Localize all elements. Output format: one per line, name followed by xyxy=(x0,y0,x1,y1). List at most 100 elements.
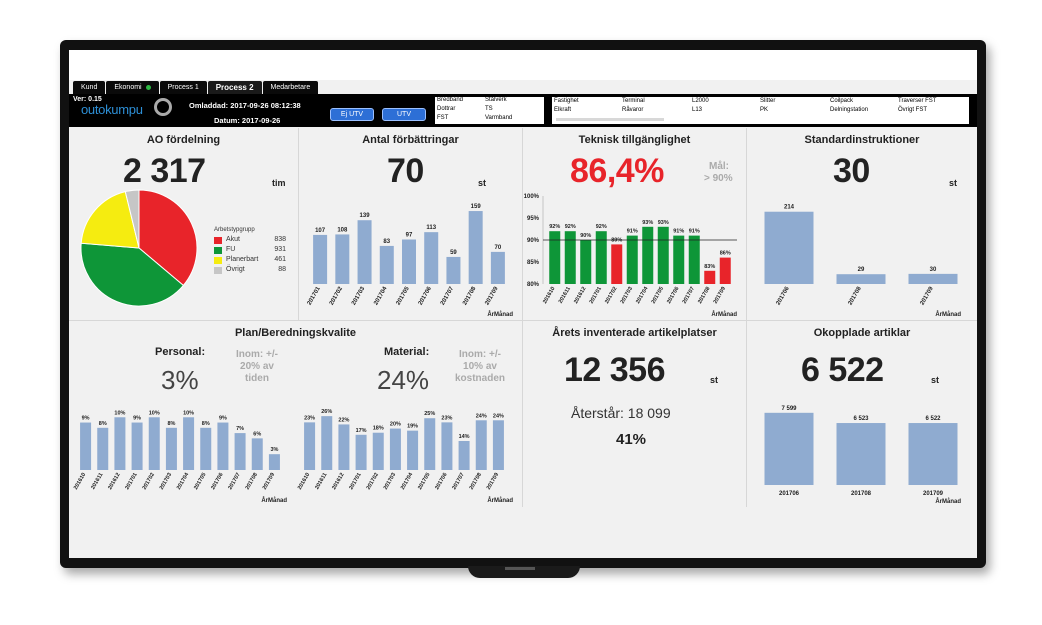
legend-value: 88 xyxy=(278,266,286,273)
tick-label: 201705 xyxy=(396,285,412,306)
filter-item[interactable]: Dottrar xyxy=(437,106,456,112)
bar-label: 83% xyxy=(704,264,715,270)
tick-label: 201703 xyxy=(351,285,367,306)
filter-item[interactable]: Råvaror xyxy=(622,107,644,113)
header-bar: Ver: 0.15 outokumpu Omladdad: 2017-09-26… xyxy=(69,94,977,127)
bar-label: 93% xyxy=(658,220,669,226)
inv-value: 12 356 xyxy=(564,351,666,389)
panel-title: AO fördelning xyxy=(146,134,221,146)
bar xyxy=(402,239,416,284)
goal-label: Mål: xyxy=(709,161,729,172)
legend-swatch xyxy=(214,257,222,264)
personal-goal: Inom: +/- 20% av tiden xyxy=(227,349,287,385)
bar-label: 90% xyxy=(580,233,591,239)
filter-item[interactable]: TS xyxy=(485,106,493,112)
panel-title: Standardinstruktioner xyxy=(804,134,920,146)
bar xyxy=(424,232,439,284)
remaining-label: Återstår: 18 099 xyxy=(571,405,671,421)
filter-list-1[interactable]: Bredband Stålverk Dottrar TS FST Varmban… xyxy=(435,97,544,124)
tick-label: 201705 xyxy=(651,286,665,305)
bar xyxy=(764,211,814,284)
bar-label: 8% xyxy=(167,421,175,427)
filter-item[interactable]: Stålverk xyxy=(485,97,507,103)
filter-item[interactable]: Coilpack xyxy=(830,98,854,104)
goal-line: Inom: +/- xyxy=(236,349,278,360)
panel-standardinstruktioner: Standardinstruktioner 30 st 214 201706 29 2… xyxy=(747,128,977,321)
bar-label: 18% xyxy=(373,426,384,432)
tab-process-2[interactable]: Process 2 xyxy=(207,81,262,94)
filter-item[interactable]: L13 xyxy=(692,107,703,113)
tab-process-1[interactable]: Process 1 xyxy=(159,81,207,94)
tick-label: 201707 xyxy=(227,472,241,491)
legend-label: FU xyxy=(226,246,236,253)
filter-item[interactable]: Fastighet xyxy=(554,98,579,104)
filter-item[interactable]: Bredband xyxy=(437,97,464,103)
ej-utv-button[interactable]: Ej UTV xyxy=(330,108,374,121)
pie-slice xyxy=(124,189,140,249)
horizontal-scrollbar[interactable] xyxy=(556,118,664,121)
bar xyxy=(321,416,333,470)
bar-label: 92% xyxy=(549,224,560,230)
filter-item[interactable]: FST xyxy=(437,115,449,121)
goal-line: 20% av xyxy=(240,361,274,372)
pie-slice xyxy=(80,191,140,249)
bar-label: 3% xyxy=(270,447,278,453)
filter-item[interactable]: L2000 xyxy=(692,98,709,104)
goal-line: tiden xyxy=(245,373,269,384)
tick-label: 201610 xyxy=(542,286,556,305)
tick-label: 201704 xyxy=(400,471,415,491)
axis-label: ÅrMånad xyxy=(487,497,513,504)
tick-label: 201703 xyxy=(383,472,397,491)
filter-list-2[interactable]: Fastighet Terminal L2000 Slitter Coilpac… xyxy=(552,97,969,124)
panel-antal-forbattringar: Antal förbättringar 70 st 107 201701 108 20… xyxy=(299,128,523,321)
bar xyxy=(673,235,685,284)
filter-item[interactable]: Varmband xyxy=(485,115,513,121)
bar-label: 19% xyxy=(407,424,418,430)
bar-label: 29 xyxy=(858,267,865,273)
goal-line: 10% av xyxy=(463,361,497,372)
utv-button[interactable]: UTV xyxy=(382,108,426,121)
si-bar-chart: 214 201706 29 201708 30 201709 ÅrMånad xyxy=(764,205,961,318)
filter-item[interactable]: Elkraft xyxy=(554,107,572,113)
bar-label: 8% xyxy=(99,421,107,427)
legend-value: 838 xyxy=(274,236,286,243)
filter-item[interactable]: Slitter xyxy=(760,98,776,104)
filter-item[interactable]: Terminal xyxy=(622,98,645,104)
bar xyxy=(836,423,886,485)
bar-label: 30 xyxy=(930,267,937,273)
legend-item: Akut 838 xyxy=(214,236,286,246)
panel-teknisk-tillganglighet: Teknisk tillgänglighet 86,4% Mål: > 90% … xyxy=(523,128,747,321)
tick-label: 201708 xyxy=(245,472,259,491)
tab-label: Ekonomi xyxy=(114,84,142,91)
bar xyxy=(611,244,623,284)
filter-item[interactable]: Övrigt FST xyxy=(898,107,928,113)
tick-label: 201706 xyxy=(210,472,224,491)
tab-label: Process 2 xyxy=(215,83,254,92)
tick-label: 201706 xyxy=(418,285,434,306)
filter-item[interactable]: Traverser FST xyxy=(898,98,937,104)
bar xyxy=(80,422,92,470)
bar xyxy=(217,422,229,470)
bar xyxy=(338,424,350,470)
tab-medarbetare[interactable]: Medarbetare xyxy=(262,81,319,94)
date-label: Datum: 2017-09-26 xyxy=(214,116,281,125)
tab-kund[interactable]: Kund xyxy=(73,81,106,94)
bar xyxy=(335,234,350,284)
bar xyxy=(458,441,470,470)
fb-bar-chart: 107 201701 108 201702 139 201703 83 201704 97 201… xyxy=(307,204,514,318)
logo-ring-icon xyxy=(154,98,172,116)
bar xyxy=(234,433,246,470)
bar-label: 9% xyxy=(133,416,141,422)
legend-swatch xyxy=(214,247,222,254)
tick-label: 201704 xyxy=(176,471,191,491)
tick-label: 201709 xyxy=(923,491,944,497)
bar xyxy=(251,438,263,470)
filter-item[interactable]: PK xyxy=(760,107,769,113)
bar xyxy=(642,226,654,284)
tab-ekonomi[interactable]: Ekonomi xyxy=(106,81,159,94)
panel-okopplade-artiklar: Okopplade artiklar 6 522 st 7 599 201706 6… xyxy=(747,321,977,507)
filter-item[interactable]: Delningstation xyxy=(830,107,869,113)
axis-label: ÅrMånad xyxy=(711,311,737,318)
tick-label: 201701 xyxy=(348,472,362,491)
bar-label: 23% xyxy=(441,415,452,421)
